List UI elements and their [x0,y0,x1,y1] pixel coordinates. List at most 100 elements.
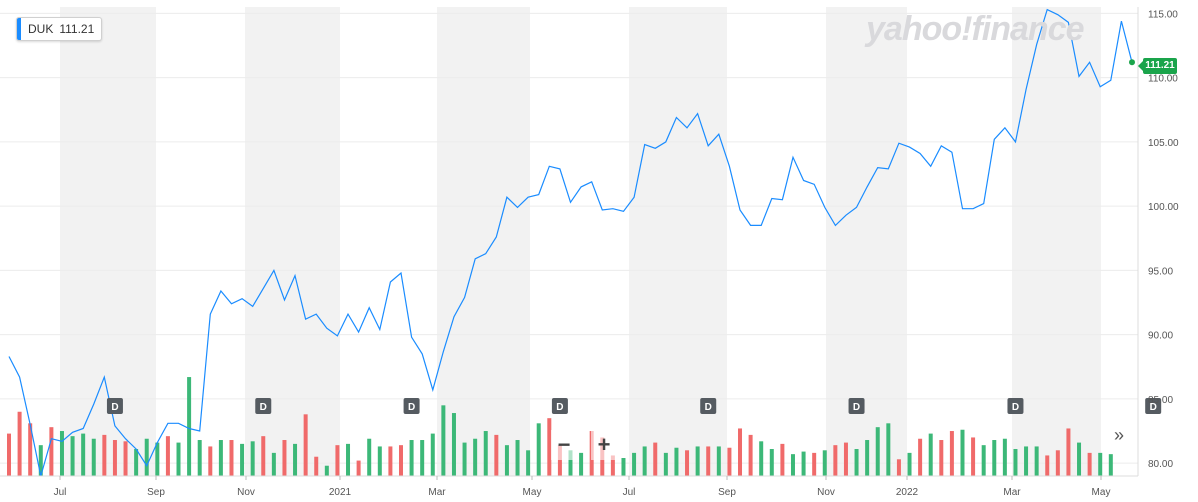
price-point [198,430,201,433]
volume-bar [579,452,584,476]
price-point [1120,20,1123,23]
volume-bar [536,423,541,476]
volume-bar [494,434,499,476]
volume-bar [59,431,64,476]
price-point [516,206,519,209]
volume-bar [451,413,456,476]
price-point [972,207,975,210]
price-point [590,180,593,183]
volume-bar [261,436,266,476]
ticker-symbol: DUK [28,22,54,36]
x-tick-label: May [523,487,542,498]
volume-bar [526,450,531,476]
price-point [145,464,148,467]
dividend-marker [551,398,568,414]
volume-bar [547,418,552,476]
price-point [82,427,85,430]
volume-bar [706,446,711,476]
volume-bar [134,449,139,476]
price-point [601,209,604,212]
price-point [166,422,169,425]
volume-bar [377,446,382,476]
price-point [611,207,614,210]
volume-bar [441,405,446,476]
price-point [537,193,540,196]
volume-bar [102,434,107,476]
price-point [399,271,402,274]
volume-bar [1034,446,1039,476]
month-band [629,7,727,476]
volume-bar [642,446,647,476]
price-point [50,437,53,440]
volume-bar [1077,442,1082,476]
y-tick-label: 100.00 [1148,202,1179,213]
price-point [336,334,339,337]
dividend-marker [1007,398,1024,414]
price-point [728,165,731,168]
series-color-marker [17,18,21,40]
dividend-marker [403,398,420,414]
volume-bar [557,445,562,476]
scroll-forward-button[interactable]: » [1106,424,1132,446]
volume-bar [123,441,128,476]
volume-bar [610,455,615,476]
price-point [368,306,371,309]
x-tick-label: May [1092,487,1111,498]
dividend-marker [255,398,272,414]
price-point [622,210,625,213]
current-price-tag: 111.21 [1138,58,1177,74]
price-point [548,165,551,168]
volume-bar [1098,452,1103,476]
volume-bar [568,450,573,476]
month-band [60,7,156,476]
volume-bar [324,465,329,476]
volume-bar [1108,454,1113,476]
price-point [357,331,360,334]
price-point [664,140,667,143]
volume-bar [663,452,668,476]
price-point [219,289,222,292]
zoom-out-button[interactable]: − [551,430,577,460]
volume-bar [218,440,223,476]
volume-bar [928,433,933,476]
price-point [262,287,265,290]
volume-bar [155,442,160,476]
price-point [29,423,32,426]
price-point [961,207,964,210]
last-price-dot [1129,59,1135,66]
volume-bar [346,443,351,476]
price-point [241,297,244,300]
volume-bar [801,451,806,476]
price-point [177,422,180,425]
zoom-in-button[interactable]: + [591,430,617,460]
volume-bar [971,437,976,476]
volume-bar [854,449,859,476]
dividend-label: D [705,402,712,413]
volume-bar [38,445,43,476]
volume-bar [833,445,838,476]
dividend-label: D [1150,402,1157,413]
volume-bar [695,446,700,476]
volume-bar [1055,450,1060,476]
ticker-badge[interactable]: DUK 111.21 [16,17,103,41]
price-point [378,328,381,331]
month-band [826,7,907,476]
volume-bar [49,427,54,476]
volume-bar [653,442,658,476]
dividend-marker [700,398,717,414]
volume-bar [250,441,255,476]
volume-bar [748,434,753,476]
price-point [675,116,678,119]
price-point [696,112,699,115]
x-axis: Jul Sep Nov 2021 Mar May Jul Sep Nov 2022 Mar May [0,475,1138,498]
price-point [294,274,297,277]
month-bands [60,7,1101,476]
price-point [1088,61,1091,64]
volume-bar [144,438,149,476]
x-tick-label: Mar [428,487,446,498]
price-point [802,179,805,182]
volume-bar [790,454,795,476]
volume-bar [822,450,827,476]
volume-bar [886,423,891,476]
